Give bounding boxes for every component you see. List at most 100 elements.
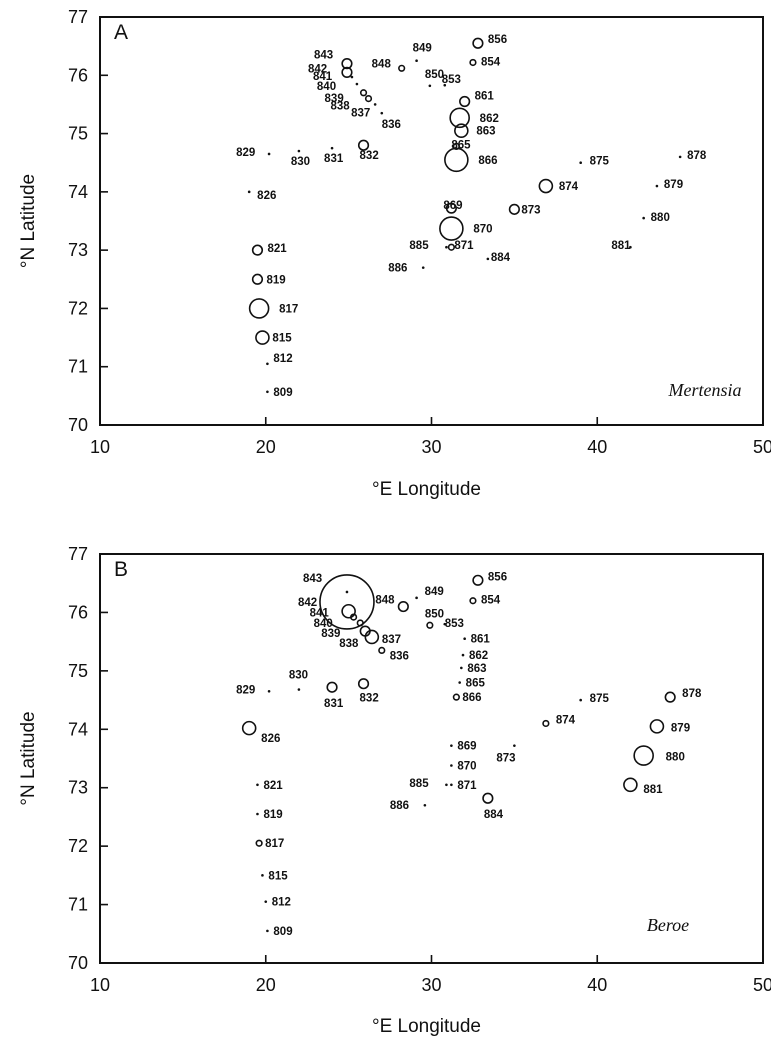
station-label: 836 xyxy=(382,119,401,131)
station-label: 854 xyxy=(481,595,501,607)
station-circle xyxy=(326,681,338,693)
station-label: 875 xyxy=(590,693,610,705)
station-circle xyxy=(623,777,638,793)
station-circle xyxy=(538,178,554,194)
station-circle xyxy=(319,574,375,630)
station-label: 831 xyxy=(324,698,344,710)
station-point xyxy=(256,812,259,816)
y-axis-title: °N Latitude xyxy=(18,174,39,268)
station-point xyxy=(355,82,359,86)
station-point xyxy=(266,390,269,394)
y-tick-label: 76 xyxy=(68,602,88,622)
station-point xyxy=(655,184,659,188)
station-point xyxy=(261,874,264,877)
y-tick-label: 73 xyxy=(68,778,88,798)
station-point xyxy=(460,666,463,670)
station-circle xyxy=(664,691,676,703)
station-point xyxy=(443,83,447,87)
station-label: 870 xyxy=(457,761,476,773)
station-label: 836 xyxy=(390,650,409,662)
station-label: 840 xyxy=(314,618,333,630)
station-point xyxy=(267,690,271,693)
station-circle xyxy=(444,147,469,173)
station-label: 832 xyxy=(360,693,379,705)
station-point xyxy=(345,590,349,594)
station-label: 842 xyxy=(308,63,327,75)
x-tick-label: 40 xyxy=(587,975,607,995)
station-label: 861 xyxy=(475,91,495,103)
station-point xyxy=(458,681,461,684)
station-point xyxy=(267,152,271,156)
station-label: 884 xyxy=(491,252,511,264)
station-label: 871 xyxy=(454,240,474,252)
station-label: 871 xyxy=(457,780,477,792)
station-label: 849 xyxy=(413,43,432,55)
station-point xyxy=(428,84,432,88)
station-circle xyxy=(469,597,477,605)
station-label: 843 xyxy=(303,573,322,585)
station-circle xyxy=(364,94,373,103)
panel-a-mertensia: 10 20 30 40 50 70 71 72 73 74 75 76 77 °E Longitude °N… xyxy=(18,7,771,500)
station-label: 885 xyxy=(409,240,429,252)
x-axis-title: °E Longitude xyxy=(372,479,481,500)
station-label: 866 xyxy=(478,155,497,167)
station-label: 878 xyxy=(687,150,707,162)
station-circle xyxy=(359,89,368,97)
station-label: 879 xyxy=(664,179,683,191)
station-label: 829 xyxy=(236,684,255,696)
station-point xyxy=(373,103,377,106)
station-point xyxy=(486,257,490,261)
station-circle xyxy=(341,66,353,78)
station-circle xyxy=(459,95,471,108)
station-label: 830 xyxy=(289,670,308,682)
station-label: 879 xyxy=(671,722,690,734)
station-circle xyxy=(364,629,380,645)
station-label: 832 xyxy=(360,150,379,162)
station-circle xyxy=(469,58,477,67)
station-circle xyxy=(649,719,665,734)
y-tick-label: 70 xyxy=(68,953,88,973)
species-name: Beroe xyxy=(647,915,689,935)
y-tick-label: 71 xyxy=(68,357,88,377)
station-circle xyxy=(472,574,484,586)
station-label: 831 xyxy=(324,153,344,165)
y-tick-label: 75 xyxy=(68,661,88,681)
station-label: 850 xyxy=(425,69,444,81)
station-label: 839 xyxy=(321,628,340,640)
station-circle xyxy=(255,330,270,345)
station-label: 886 xyxy=(388,263,407,275)
station-label: 875 xyxy=(590,156,610,168)
station-label: 842 xyxy=(298,597,317,609)
station-point xyxy=(415,596,418,600)
station-label: 838 xyxy=(339,638,359,650)
station-point xyxy=(247,190,251,194)
station-point xyxy=(513,744,516,747)
station-label: 830 xyxy=(291,156,310,168)
station-point xyxy=(445,245,448,249)
station-label: 878 xyxy=(682,688,702,700)
station-circle xyxy=(633,745,654,766)
station-label: 881 xyxy=(611,240,631,252)
y-tick-label: 72 xyxy=(68,836,88,856)
station-circle xyxy=(255,839,263,847)
station-label: 869 xyxy=(457,741,476,753)
station-circle xyxy=(482,792,494,804)
x-tick-label: 30 xyxy=(421,437,441,457)
panel-letter: A xyxy=(114,21,128,44)
y-tick-label: 73 xyxy=(68,240,88,260)
station-label: 885 xyxy=(409,778,429,790)
x-tick-label: 40 xyxy=(587,437,607,457)
station-circle xyxy=(439,216,464,241)
station-label: 821 xyxy=(267,243,287,255)
station-label: 848 xyxy=(372,58,392,70)
station-label: 874 xyxy=(559,181,579,193)
station-circle xyxy=(357,139,370,151)
station-point xyxy=(266,929,269,933)
station-point xyxy=(266,362,269,366)
x-tick-label: 30 xyxy=(421,975,441,995)
station-label: 870 xyxy=(473,224,492,236)
station-circle xyxy=(241,720,257,736)
station-label: 826 xyxy=(261,733,280,745)
station-label: 817 xyxy=(265,838,284,850)
x-tick-label: 10 xyxy=(90,975,110,995)
